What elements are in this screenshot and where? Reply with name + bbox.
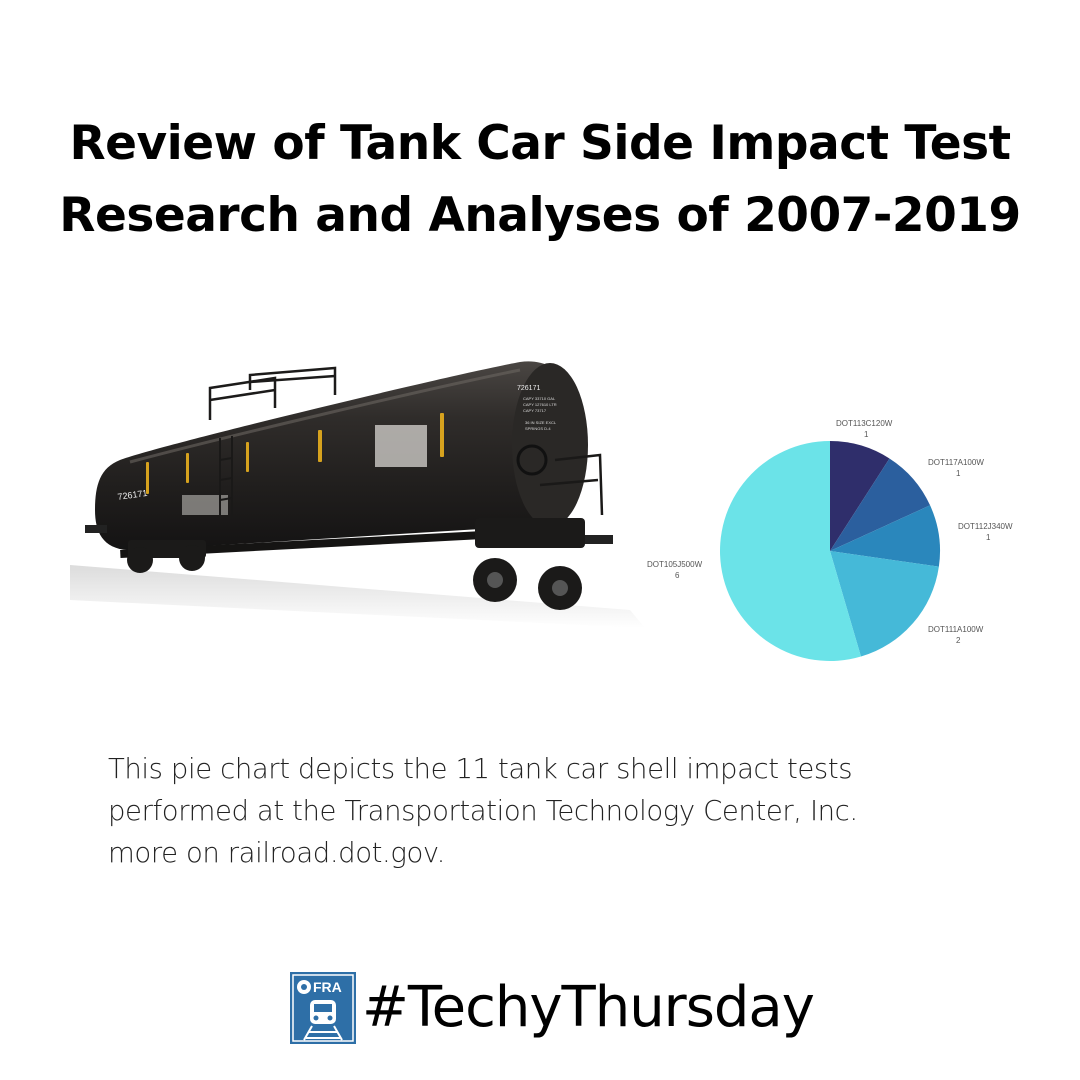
- front-truck: [473, 518, 585, 610]
- slice-label: DOT112J340W: [958, 522, 1013, 531]
- rear-coupler: [85, 525, 107, 533]
- fra-logo-text: FRA: [313, 979, 342, 995]
- fra-logo-icon: FRA: [290, 972, 356, 1044]
- caption-line-3: more on railroad.dot.gov.: [108, 837, 445, 869]
- pie-slice-dot111a100w: [830, 551, 939, 657]
- car-number-main: 726171: [517, 385, 540, 392]
- slice-value-label: 2: [956, 636, 961, 645]
- stencil-line: CAPY 73717: [523, 408, 547, 413]
- car-number-side: 726171: [117, 488, 148, 502]
- caption: This pie chart depicts the 11 tank car s…: [108, 748, 988, 874]
- ladder: [219, 436, 233, 520]
- tank-car-image: 726171 726171 CAPY 33710 GAL CAPY 127610…: [70, 361, 645, 628]
- title-line-1: Review of Tank Car Side Impact Test: [69, 116, 1011, 171]
- stencil-line: CAPY 33710 GAL: [523, 396, 556, 401]
- slice-label: DOT105J500W: [647, 560, 703, 569]
- reflective-stripes: [146, 413, 444, 494]
- slice-value-label: 1: [864, 430, 869, 439]
- rear-truck: [127, 540, 206, 573]
- title-line-2: Research and Analyses of 2007-2019: [59, 188, 1021, 243]
- caption-line-2: performed at the Transportation Technolo…: [108, 795, 858, 827]
- top-railing: [208, 366, 337, 420]
- page-title: Review of Tank Car Side Impact Test Rese…: [0, 108, 1080, 252]
- hand-brake-wheel: [516, 444, 548, 476]
- pie-slice-dot112j340w: [830, 505, 940, 567]
- front-coupler: [585, 535, 613, 544]
- underframe: [120, 525, 580, 559]
- end-railing: [539, 453, 604, 516]
- slice-label: DOT117A100W: [928, 458, 984, 467]
- footer: FRA #TechyThursday: [290, 972, 815, 1044]
- pie-slice-dot117a100w: [830, 458, 931, 551]
- capacity-stencil: CAPY 33710 GAL CAPY 127610 LTR CAPY 7371…: [523, 396, 557, 431]
- stencil-panel-left: [182, 495, 228, 515]
- hashtag: #TechyThursday: [362, 975, 815, 1040]
- pie-chart: DOT113C120W 1 DOT117A100W 1 DOT112J340W 1 DOT1…: [647, 419, 1013, 661]
- stencil-line: SPRINGS D-4: [525, 426, 551, 431]
- tank-highlight: [129, 368, 521, 464]
- pie-slice-dot105j500w: [720, 441, 861, 661]
- slice-value-label: 1: [956, 469, 961, 478]
- pie-slice-dot113c120w: [830, 441, 890, 551]
- stencil-panel: [375, 425, 427, 467]
- stencil-line: 36 IN SIZE EXCL: [525, 420, 557, 425]
- ground-shadow: [70, 565, 645, 628]
- slice-label: DOT113C120W: [836, 419, 893, 428]
- slice-value-label: 1: [986, 533, 991, 542]
- tank-end-cap: [512, 363, 588, 527]
- slice-label: DOT111A100W: [928, 625, 984, 634]
- slice-value-label: 6: [675, 571, 680, 580]
- stencil-line: CAPY 127610 LTR: [523, 402, 557, 407]
- caption-line-1: This pie chart depicts the 11 tank car s…: [108, 753, 853, 785]
